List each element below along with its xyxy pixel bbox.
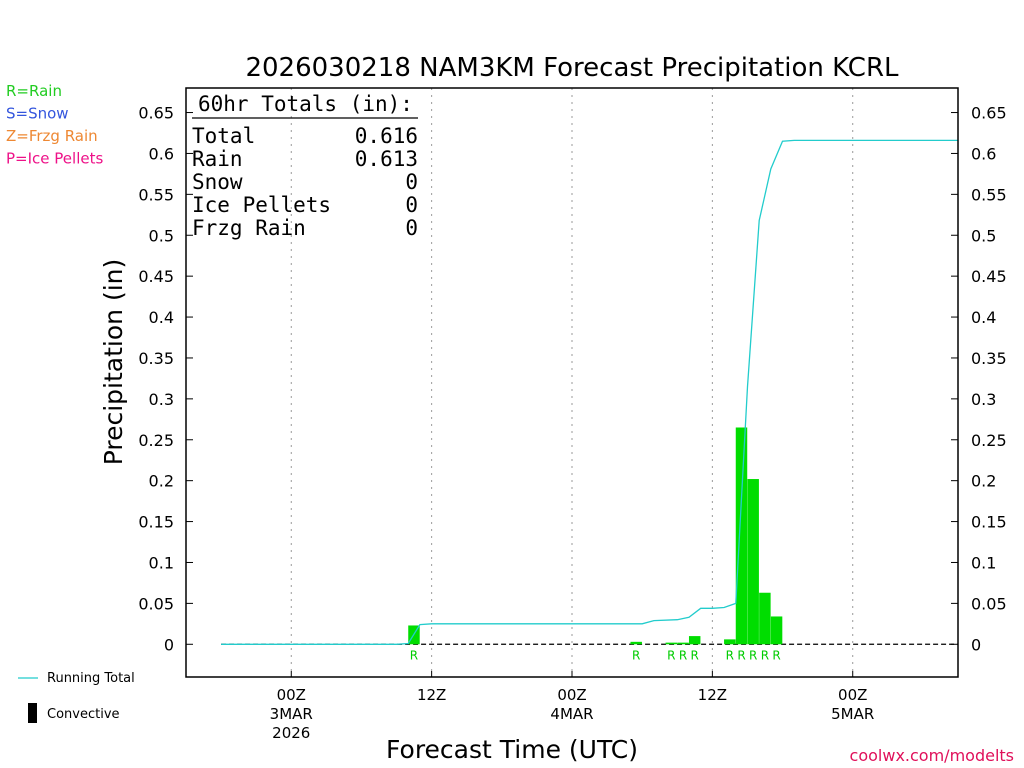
y-tick-label-right: 0.25 xyxy=(971,431,1007,450)
y-tick-label-right: 0.35 xyxy=(971,349,1007,368)
y-tick-label-right: 0.45 xyxy=(971,267,1007,286)
ptype-label: R xyxy=(726,648,734,662)
y-tick-label: 0 xyxy=(164,635,174,654)
precip-bar xyxy=(759,592,771,645)
totals-row-value: 0.613 xyxy=(355,147,418,171)
totals-row-value: 0.616 xyxy=(355,124,418,148)
y-tick-label: 0.4 xyxy=(149,308,174,327)
credit-text: coolwx.com/modelts xyxy=(850,746,1014,765)
x-tick-label: 00Z xyxy=(557,686,586,704)
precip-bar xyxy=(677,642,689,645)
ptype-label: R xyxy=(772,648,780,662)
totals-row-label: Ice Pellets xyxy=(192,193,331,217)
y-tick-label-right: 0.2 xyxy=(971,472,996,491)
ptype-legend-item: S=Snow xyxy=(6,105,69,123)
ptype-legend: R=Rain S=Snow Z=Frzg Rain P=Ice Pellets xyxy=(6,82,103,168)
totals-row-label: Snow xyxy=(192,170,243,194)
y-tick-label: 0.55 xyxy=(138,185,174,204)
x-tick-label: 12Z xyxy=(698,686,727,704)
running-total-line xyxy=(221,139,958,645)
x-tick-label: 2026 xyxy=(272,724,310,742)
ptype-label: R xyxy=(737,648,745,662)
precip-bar xyxy=(747,479,759,645)
y-axis-left: 0.65 0.6 0.55 0.5 0.45 0.4 0.35 0.3 0.25 0.2 0.15 0… xyxy=(138,104,193,654)
precip-bar xyxy=(724,639,736,645)
totals-rows: Total 0.616 Rain 0.613 Snow 0 Ice Pellets 0 Frzg… xyxy=(192,124,418,240)
totals-row-label: Rain xyxy=(192,147,243,171)
y-tick-label-right: 0.15 xyxy=(971,513,1007,532)
precip-bar xyxy=(665,642,678,645)
y-tick-label: 0.35 xyxy=(138,349,174,368)
y-tick-label-right: 0.5 xyxy=(971,226,996,245)
totals-row-label: Frzg Rain xyxy=(192,216,306,240)
y-tick-label: 0.65 xyxy=(138,104,174,123)
y-tick-label: 0.1 xyxy=(149,553,174,572)
convective-swatch xyxy=(28,703,37,723)
precip-bars xyxy=(408,427,783,645)
x-axis-label: Forecast Time (UTC) xyxy=(386,735,638,764)
y-tick-label: 0.6 xyxy=(149,144,174,163)
ptype-label: R xyxy=(749,648,757,662)
precip-bar xyxy=(770,616,783,645)
y-tick-label: 0.2 xyxy=(149,472,174,491)
y-tick-label-right: 0.4 xyxy=(971,308,996,327)
y-axis-label: Precipitation (in) xyxy=(99,259,128,466)
convective-legend-label: Convective xyxy=(47,707,120,722)
y-tick-label-right: 0.6 xyxy=(971,144,996,163)
x-tick-label: 4MAR xyxy=(550,705,593,723)
y-axis-right: 0.65 0.6 0.55 0.5 0.45 0.4 0.35 0.3 0.25 0.2 0.15 0… xyxy=(951,104,1007,654)
series-legend: Running Total Convective xyxy=(18,671,135,723)
y-tick-label-right: 0 xyxy=(971,635,981,654)
y-tick-label: 0.15 xyxy=(138,513,174,532)
ptype-label: R xyxy=(632,648,640,662)
totals-row-value: 0 xyxy=(405,193,418,217)
precip-bar xyxy=(688,636,701,645)
x-tick-label: 00Z xyxy=(838,686,867,704)
y-tick-label: 0.05 xyxy=(138,594,174,613)
precip-bar xyxy=(735,427,748,645)
y-tick-label: 0.25 xyxy=(138,431,174,450)
grid-lines xyxy=(290,88,854,677)
x-tick-label: 12Z xyxy=(417,686,446,704)
chart-title: 2026030218 NAM3KM Forecast Precipitation… xyxy=(245,53,899,83)
ptype-label: R xyxy=(761,648,769,662)
ptype-label: R xyxy=(679,648,687,662)
y-tick-label: 0.5 xyxy=(149,226,174,245)
y-tick-label-right: 0.55 xyxy=(971,185,1007,204)
totals-row-value: 0 xyxy=(405,170,418,194)
precip-bar xyxy=(630,641,642,645)
x-tick-label: 00Z xyxy=(277,686,306,704)
y-tick-label-right: 0.05 xyxy=(971,594,1007,613)
ptype-legend-item: P=Ice Pellets xyxy=(6,150,103,168)
x-tick-label: 5MAR xyxy=(831,705,874,723)
totals-row-value: 0 xyxy=(405,216,418,240)
ptype-label: R xyxy=(691,648,699,662)
totals-box: 60hr Totals (in): Total 0.616 Rain 0.613 Sno… xyxy=(192,92,418,240)
y-tick-label: 0.3 xyxy=(149,390,174,409)
running-total-legend-label: Running Total xyxy=(47,671,135,686)
ptype-label: R xyxy=(667,648,675,662)
totals-row-label: Total xyxy=(192,124,255,148)
y-tick-label-right: 0.1 xyxy=(971,553,996,572)
y-tick-label-right: 0.3 xyxy=(971,390,996,409)
y-tick-label-right: 0.65 xyxy=(971,104,1007,123)
ptype-legend-item: Z=Frzg Rain xyxy=(6,127,98,145)
totals-header: 60hr Totals (in): xyxy=(198,92,413,116)
x-tick-label: 3MAR xyxy=(270,705,313,723)
ptype-legend-item: R=Rain xyxy=(6,82,62,100)
y-tick-label: 0.45 xyxy=(138,267,174,286)
ptype-label: R xyxy=(410,648,418,662)
